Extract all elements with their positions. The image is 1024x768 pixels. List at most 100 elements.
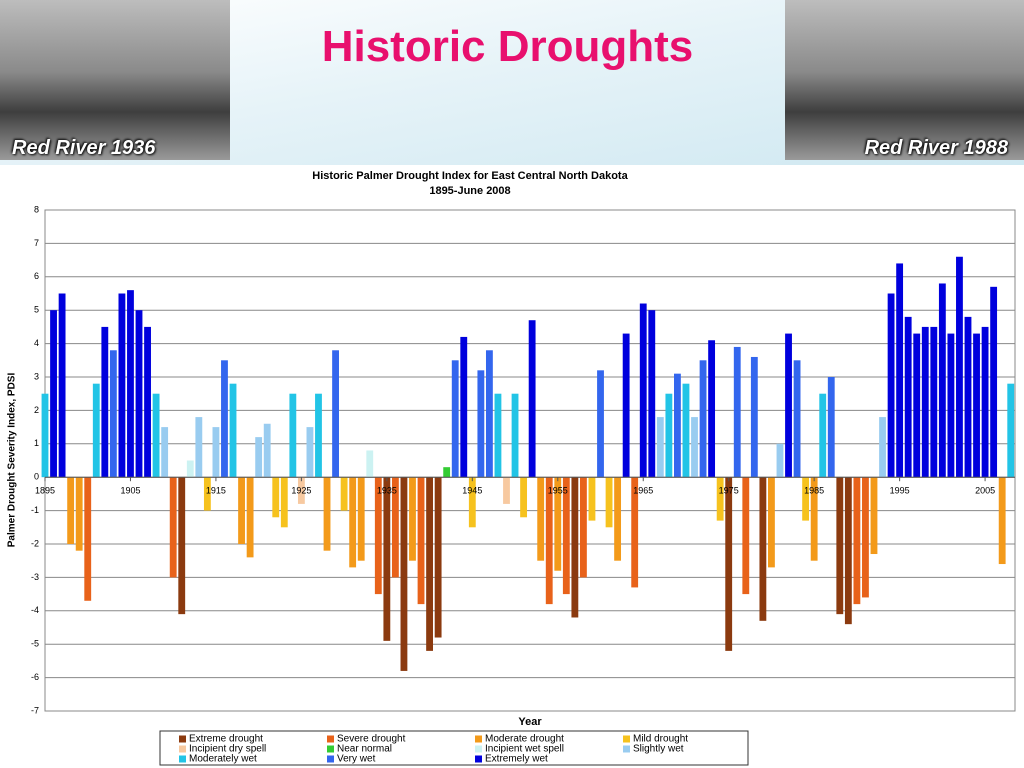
bar [836, 477, 844, 615]
photo-caption: Red River 1988 [864, 137, 1008, 159]
bar [768, 477, 775, 568]
bar [434, 477, 442, 638]
bar [426, 477, 433, 651]
y-tick-label: 8 [34, 204, 39, 214]
legend-swatch [179, 755, 186, 763]
y-tick-label: 6 [34, 271, 39, 281]
legend-label: Incipient wet spell [485, 744, 564, 755]
bar [793, 360, 801, 478]
bar [229, 383, 237, 478]
bar [409, 477, 416, 561]
bar [221, 360, 228, 478]
bar [622, 333, 630, 478]
bar [665, 393, 673, 478]
bar [443, 467, 451, 478]
bar [246, 477, 254, 558]
bar [178, 477, 186, 615]
bar [571, 477, 579, 618]
x-tick-label: 1945 [462, 486, 482, 496]
bar [1007, 383, 1015, 478]
y-tick-label: 1 [34, 438, 39, 448]
bar [332, 350, 339, 478]
bar [468, 477, 476, 528]
x-tick-label: 1975 [719, 486, 739, 496]
y-tick-label: -1 [31, 505, 39, 515]
bar [144, 326, 151, 478]
bar [708, 340, 716, 478]
y-axis-label: Palmer Drought Severity Index, PDSI [7, 373, 18, 548]
bar [742, 477, 750, 595]
bar [528, 320, 536, 478]
bar [58, 293, 66, 478]
bar [785, 333, 792, 478]
bar [597, 370, 604, 478]
bar [819, 393, 827, 478]
legend-swatch [327, 735, 334, 743]
legend-label: Extremely wet [485, 754, 548, 765]
y-tick-label: 4 [34, 338, 39, 348]
bar [383, 477, 391, 641]
y-tick-label: -2 [31, 538, 39, 548]
bar [238, 477, 245, 544]
x-tick-label: 1895 [35, 486, 55, 496]
bar [981, 326, 989, 478]
bar [357, 477, 365, 561]
bar [203, 477, 211, 511]
y-tick-label: -4 [31, 605, 39, 615]
bar [297, 477, 305, 504]
bar [118, 293, 126, 478]
legend-label: Moderately wet [189, 754, 257, 765]
bar [614, 477, 622, 561]
y-tick-label: 3 [34, 371, 39, 381]
chart-title: Historic Palmer Drought Index for East C… [312, 170, 628, 182]
legend-label: Incipient dry spell [189, 744, 266, 755]
legend-swatch [179, 735, 186, 743]
bar [460, 336, 468, 478]
y-tick-label: -3 [31, 572, 39, 582]
bar [802, 477, 810, 521]
bar [67, 477, 75, 544]
x-tick-label: 1955 [548, 486, 568, 496]
bar [862, 477, 869, 598]
legend-label: Mild drought [633, 734, 688, 745]
bar [588, 477, 596, 521]
bar [485, 350, 493, 478]
bar [212, 427, 220, 478]
bar [109, 350, 117, 478]
bar [161, 427, 169, 478]
bar [896, 263, 904, 478]
y-tick-label: 5 [34, 305, 39, 315]
bar [92, 383, 100, 478]
y-tick-label: 2 [34, 405, 39, 415]
bar [716, 477, 724, 521]
bar [50, 310, 57, 478]
bar [870, 477, 878, 555]
bar [349, 477, 357, 568]
bar [477, 370, 485, 478]
bar [631, 477, 639, 588]
photo-caption: Red River 1936 [12, 137, 156, 159]
bar [930, 326, 938, 478]
bar [75, 477, 83, 551]
x-tick-label: 1985 [804, 486, 824, 496]
bar [904, 316, 912, 478]
bar [374, 477, 382, 595]
bar [169, 477, 177, 578]
legend-swatch [475, 735, 482, 743]
y-tick-label: -6 [31, 672, 39, 682]
y-tick-label: 7 [34, 238, 39, 248]
bar [562, 477, 570, 595]
bar [255, 437, 263, 478]
bar [639, 303, 647, 478]
bar [964, 316, 972, 478]
bar [733, 346, 741, 478]
legend-swatch [327, 745, 334, 753]
bar [280, 477, 288, 528]
bar [938, 283, 946, 478]
x-tick-label: 1935 [377, 486, 397, 496]
y-tick-label: -5 [31, 639, 39, 649]
bar [263, 423, 271, 478]
legend-box [159, 730, 749, 766]
